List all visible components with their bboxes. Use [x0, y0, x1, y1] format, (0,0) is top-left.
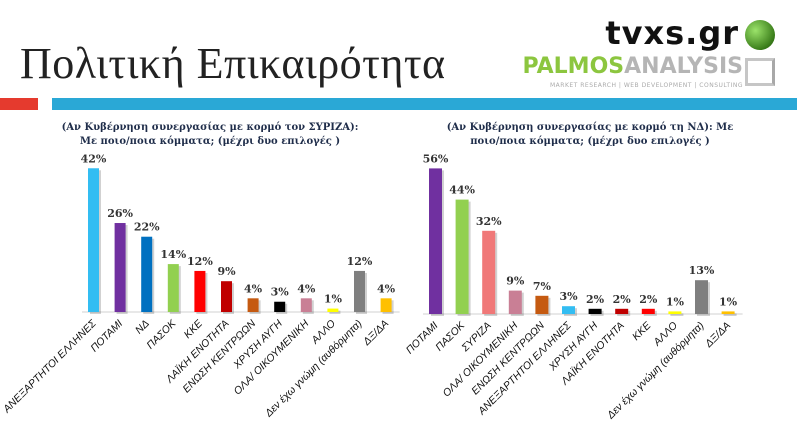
- bar: [668, 311, 682, 314]
- logo-area: tvxs.gr PALMOSANALYSIS MARKET RESEARCH |…: [523, 10, 787, 95]
- chart-right-title: (Αν Κυβέρνηση συνεργασίας με κορμό τη ΝΔ…: [430, 121, 750, 149]
- data-label: 3%: [271, 286, 290, 299]
- category-label: ΝΔ: [133, 318, 152, 337]
- data-label: 26%: [107, 207, 133, 220]
- bar: [482, 230, 496, 314]
- data-label: 1%: [324, 293, 343, 306]
- palmos-logo-part2: ANALYSIS: [624, 54, 743, 79]
- bar: [194, 270, 206, 312]
- bar: [508, 290, 522, 314]
- data-label: 12%: [187, 255, 213, 268]
- chart-left-title-line1: (Αν Κυβέρνηση συνεργασίας με κορμό τον Σ…: [61, 122, 359, 133]
- data-label: 2%: [613, 293, 632, 306]
- category-label: ΔΞ/ΔΑ: [702, 320, 733, 351]
- data-label: 1%: [666, 295, 685, 308]
- bar: [615, 308, 629, 314]
- tvxs-logo: tvxs.gr: [605, 14, 739, 52]
- data-label: 3%: [559, 290, 578, 303]
- bar: [274, 301, 286, 312]
- bar: [562, 306, 575, 314]
- data-label: 13%: [689, 264, 715, 277]
- bar-shadow: [723, 313, 737, 316]
- bar: [88, 168, 99, 312]
- globe-icon: [745, 20, 775, 50]
- data-label: 22%: [134, 221, 160, 234]
- category-label: ΠΟΤΑΜΙ: [404, 320, 441, 357]
- data-label: 32%: [476, 215, 502, 228]
- category-label: ΔΞ/ΔΑ: [360, 318, 391, 349]
- bar: [429, 168, 442, 314]
- palmos-logo: PALMOSANALYSIS: [523, 54, 743, 79]
- palmos-logo-part1: PALMOS: [522, 54, 625, 79]
- bar: [354, 270, 365, 312]
- bar: [380, 298, 392, 312]
- data-label: 56%: [423, 152, 449, 165]
- bar: [167, 264, 179, 312]
- data-label: 4%: [244, 282, 263, 295]
- data-label: 2%: [639, 293, 658, 306]
- bar: [535, 295, 549, 314]
- bar: [221, 281, 232, 312]
- bar: [327, 308, 339, 312]
- palmos-tagline: MARKET RESEARCH | WEB DEVELOPMENT | CONS…: [550, 82, 743, 89]
- bar-shadow: [670, 313, 684, 316]
- bar: [641, 308, 655, 314]
- data-label: 4%: [297, 282, 316, 295]
- accent-bar-blue: [52, 98, 797, 110]
- data-label: 7%: [533, 280, 552, 293]
- bar: [114, 223, 126, 312]
- page-title: Πολιτική Επικαιρότητα: [20, 39, 446, 88]
- bar: [141, 236, 153, 312]
- palmos-box-icon: [745, 58, 775, 86]
- bar-shadow: [329, 310, 341, 314]
- accent-bar-red: [0, 98, 38, 110]
- data-label: 1%: [719, 295, 738, 308]
- data-label: 42%: [81, 152, 107, 165]
- bar: [588, 308, 602, 314]
- data-label: 14%: [160, 248, 186, 261]
- bar: [695, 280, 708, 314]
- category-label: ΠΑΣΟΚ: [144, 317, 179, 352]
- bar: [247, 298, 259, 312]
- chart-left-title: (Αν Κυβέρνηση συνεργασίας με κορμό τον Σ…: [40, 121, 380, 149]
- chart-left-title-line2: Με ποιο/ποια κόμματα; (μέχρι δυο επιλογέ…: [79, 136, 341, 147]
- bar: [721, 311, 735, 314]
- data-label: 12%: [347, 255, 373, 268]
- data-label: 2%: [586, 293, 605, 306]
- data-label: 9%: [506, 275, 525, 288]
- chart-right-title-line1: (Αν Κυβέρνηση συνεργασίας με κορμό τη ΝΔ…: [446, 122, 734, 133]
- data-label: 44%: [449, 184, 475, 197]
- data-label: 4%: [377, 282, 396, 295]
- bar: [455, 199, 469, 314]
- category-label: ΑΝΕΞΑΡΤΗΤΟΙ ΕΛΛΗΝΕΣ: [0, 317, 99, 416]
- data-label: 9%: [217, 265, 236, 278]
- bar: [300, 298, 312, 312]
- chart-right-title-line2: ποιο/ποια κόμματα; (μέχρι δυο επιλογές ): [470, 136, 710, 147]
